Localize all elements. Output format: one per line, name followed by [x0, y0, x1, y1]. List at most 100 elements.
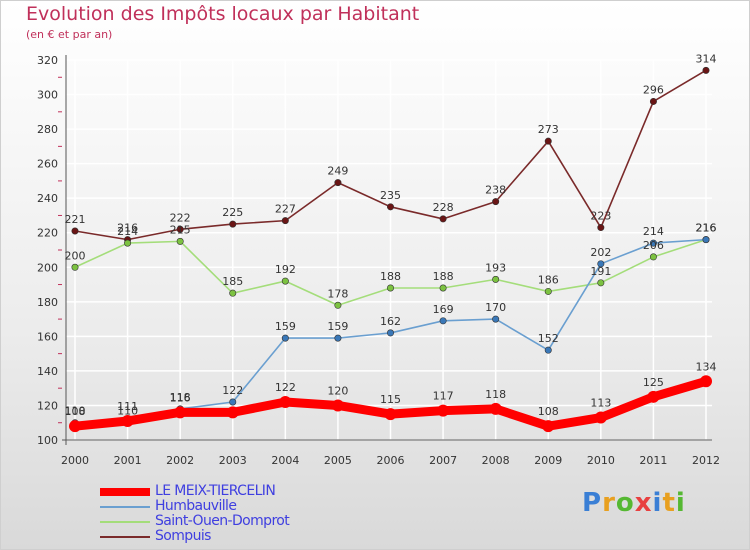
series-point-0 — [384, 408, 397, 421]
data-label: 192 — [275, 263, 296, 276]
series-point-2 — [597, 279, 605, 287]
data-label: 221 — [65, 213, 86, 226]
data-label: 115 — [380, 393, 401, 406]
data-label: 214 — [643, 225, 664, 238]
x-tick-label: 2002 — [166, 454, 194, 467]
series-point-2 — [124, 239, 132, 247]
y-tick-label: 200 — [37, 261, 58, 274]
data-label: 191 — [590, 265, 611, 278]
series-point-3 — [71, 227, 79, 235]
series-point-3 — [702, 66, 710, 74]
series-point-0 — [226, 406, 239, 419]
series-point-2 — [492, 275, 500, 283]
x-tick-label: 2010 — [587, 454, 615, 467]
logo-letter: i — [675, 488, 686, 518]
logo-letter: P — [582, 488, 603, 518]
logo-letter: o — [615, 488, 635, 518]
data-label: 200 — [65, 249, 86, 262]
series-point-1 — [544, 346, 552, 354]
data-label: 216 — [696, 222, 717, 235]
grid — [66, 59, 712, 441]
series-point-0 — [542, 420, 555, 433]
series-point-0 — [437, 404, 450, 417]
y-tick-label: 300 — [37, 89, 58, 102]
x-tick-label: 2012 — [692, 454, 720, 467]
data-label: 225 — [222, 206, 243, 219]
legend-swatch — [100, 536, 150, 538]
series-point-1 — [649, 239, 657, 247]
axes: 100 120 140 160 180 200 220 240 260 280 300 320 2000… — [37, 54, 720, 467]
y-tick-label: 140 — [37, 365, 58, 378]
data-label: 185 — [222, 275, 243, 288]
data-label: 238 — [485, 184, 506, 197]
chart-title: Evolution des Impôts locaux par Habitant — [26, 3, 420, 25]
series-point-2 — [544, 287, 552, 295]
series-point-0 — [331, 399, 344, 412]
data-label: 216 — [117, 222, 138, 235]
data-label: 162 — [380, 315, 401, 328]
data-label: 159 — [327, 320, 348, 333]
data-label: 214 — [117, 225, 138, 238]
series-point-3 — [492, 198, 500, 206]
legend-label: Sompuis — [155, 528, 211, 544]
logo-letter: t — [662, 488, 676, 518]
data-label: 222 — [170, 211, 191, 224]
data-label: 193 — [485, 261, 506, 274]
series-point-0 — [647, 390, 660, 403]
series-point-0 — [121, 415, 134, 427]
series — [69, 66, 712, 433]
x-tick-label: 2007 — [429, 454, 457, 467]
data-label: 118 — [170, 391, 191, 404]
x-tick-label: 2006 — [377, 454, 405, 467]
data-label: 159 — [275, 320, 296, 333]
series-point-2 — [176, 237, 184, 245]
data-label: 111 — [117, 400, 138, 413]
series-point-0 — [69, 420, 81, 433]
logo-letter: i — [652, 488, 663, 518]
chart-subtitle: (en € et par an) — [26, 28, 113, 41]
data-label: 188 — [380, 270, 401, 283]
data-label: 108 — [65, 405, 86, 418]
data-label: 116 — [170, 391, 191, 404]
data-label: 110 — [65, 405, 86, 418]
x-tick-label: 2004 — [271, 454, 299, 467]
series-point-0 — [279, 396, 292, 408]
data-label: 227 — [275, 203, 296, 216]
logo-letter: x — [634, 488, 653, 518]
series-point-3 — [176, 225, 184, 233]
data-label: 122 — [222, 384, 243, 397]
y-tick-label: 120 — [37, 399, 58, 412]
x-tick-label: 2005 — [324, 454, 352, 467]
data-label: 215 — [170, 223, 191, 236]
data-label: 118 — [485, 388, 506, 401]
legend-swatch — [100, 488, 150, 496]
y-tick-label: 320 — [37, 54, 58, 67]
series-point-1 — [229, 398, 237, 406]
series-point-3 — [544, 137, 552, 145]
series-point-1 — [702, 236, 710, 244]
series-point-2 — [281, 277, 289, 285]
series-point-1 — [439, 317, 447, 325]
data-label: 117 — [433, 390, 454, 403]
data-label: 223 — [590, 210, 611, 223]
x-tick-label: 2008 — [482, 454, 510, 467]
data-label: 188 — [433, 270, 454, 283]
legend-swatch — [100, 506, 150, 508]
x-tick-label: 2011 — [639, 454, 667, 467]
data-label: 169 — [433, 303, 454, 316]
series-point-2 — [649, 253, 657, 261]
y-tick-label: 100 — [37, 434, 58, 447]
series-point-1 — [386, 329, 394, 337]
series-point-2 — [334, 301, 342, 309]
legend-label: LE MEIX-TIERCELIN — [155, 483, 276, 499]
series-point-1 — [492, 315, 500, 323]
y-tick-label: 280 — [37, 123, 58, 136]
legend-label: Saint-Ouen-Domprot — [155, 513, 290, 529]
y-tick-label: 240 — [37, 192, 58, 205]
legend-label: Humbauville — [155, 498, 237, 514]
data-label: 152 — [538, 332, 559, 345]
series-point-1 — [334, 334, 342, 342]
data-label: 134 — [696, 360, 717, 373]
series-point-0 — [700, 375, 712, 388]
